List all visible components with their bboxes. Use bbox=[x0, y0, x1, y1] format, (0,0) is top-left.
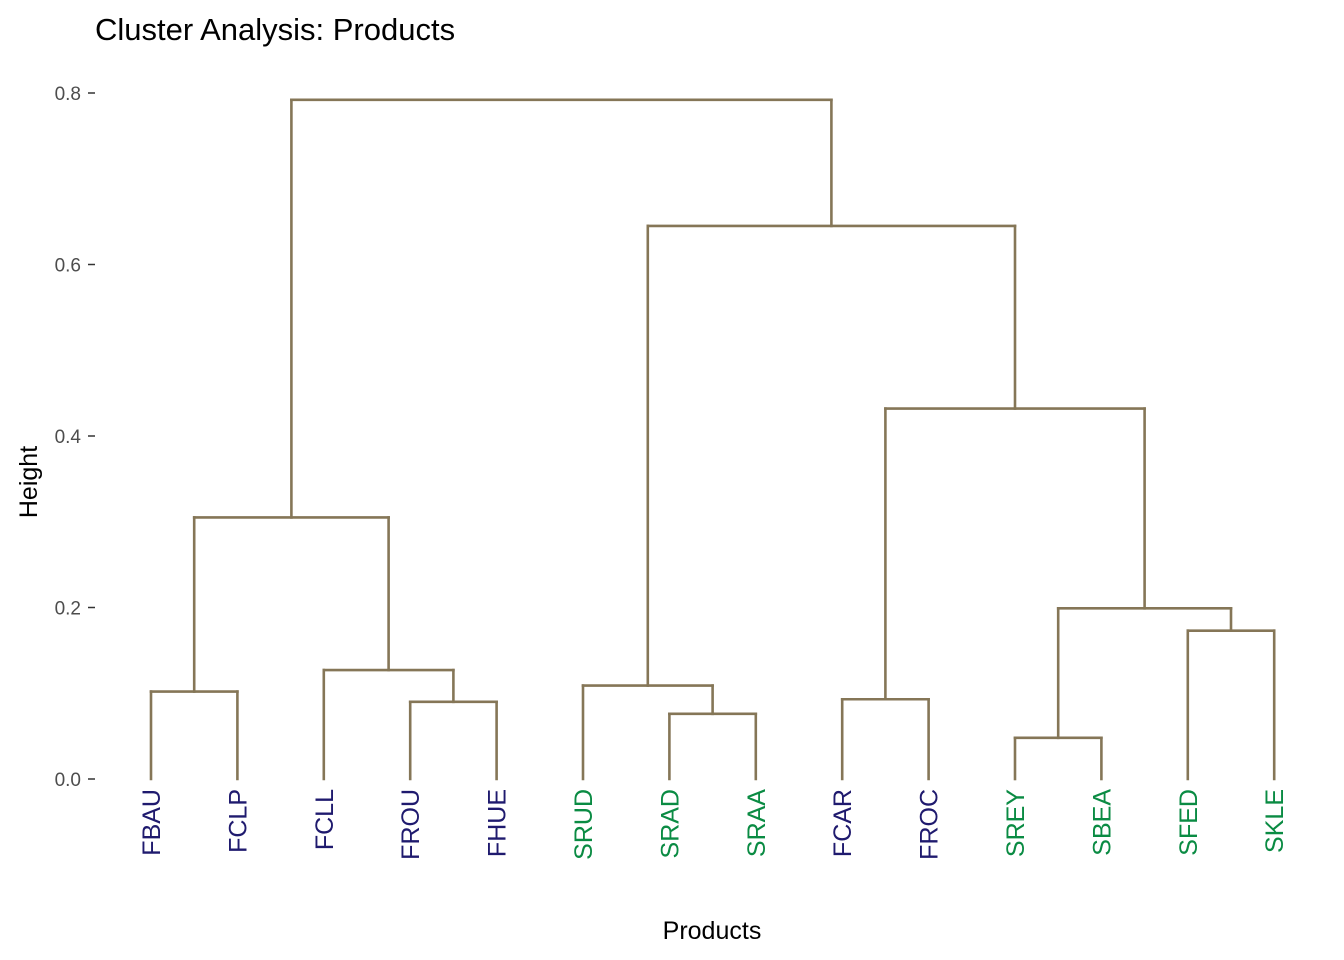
x-axis-title: Products bbox=[663, 917, 762, 945]
leaf-label: SFED bbox=[1175, 789, 1203, 856]
y-tick-label: 0.6 bbox=[55, 256, 81, 277]
leaf-label: FHUE bbox=[484, 789, 512, 857]
y-axis-title: Height bbox=[15, 446, 43, 518]
y-tick-label: 0.8 bbox=[55, 84, 81, 105]
leaf-label: SRAA bbox=[743, 789, 771, 857]
leaf-label: SBEA bbox=[1088, 789, 1116, 856]
leaf-label: SKLE bbox=[1261, 789, 1289, 853]
y-tick-label: 0.0 bbox=[55, 770, 81, 791]
y-tick-label: 0.4 bbox=[55, 427, 82, 448]
leaf-label: FROC bbox=[916, 789, 944, 860]
chart-title: Cluster Analysis: Products bbox=[95, 12, 455, 47]
leaf-label: SRAD bbox=[656, 789, 684, 858]
leaf-label: FCAR bbox=[829, 789, 857, 857]
leaf-labels: FBAU FCLP FCLL FROU FHUE SRUD SRAD SRAA FCAR FROC… bbox=[138, 789, 1289, 860]
leaf-label: FBAU bbox=[138, 789, 166, 856]
y-tick-label: 0.2 bbox=[55, 599, 81, 620]
leaf-label: FROU bbox=[397, 789, 425, 860]
dendrogram-branches bbox=[149, 98, 1276, 781]
leaf-label: SRUD bbox=[570, 789, 598, 860]
leaf-label: SREY bbox=[1002, 789, 1030, 857]
leaf-label: FCLL bbox=[311, 789, 339, 850]
leaf-label: FCLP bbox=[224, 789, 252, 853]
y-axis: 0.0 0.2 0.4 0.6 0.8 bbox=[55, 84, 95, 791]
